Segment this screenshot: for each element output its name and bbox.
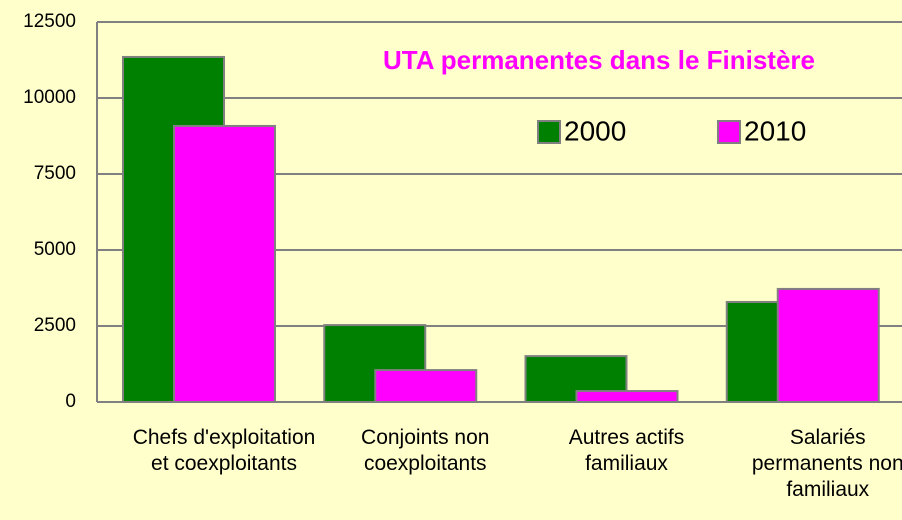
y-tick-label: 5000 bbox=[34, 239, 76, 260]
x-tick-label: Autres actifs familiaux bbox=[568, 426, 685, 475]
chart-title: UTA permanentes dans le Finistère bbox=[383, 45, 815, 75]
x-tick-label: Salariés permanents non familiaux bbox=[751, 426, 902, 501]
y-tick-label: 2500 bbox=[34, 315, 76, 336]
legend-swatch bbox=[717, 120, 741, 144]
legend-swatch bbox=[537, 120, 561, 144]
bar bbox=[575, 390, 679, 403]
legend-label: 2000 bbox=[564, 115, 626, 146]
y-tick-label: 0 bbox=[65, 391, 76, 412]
x-tick-label: Conjoints non coexploitants bbox=[361, 426, 490, 475]
bar bbox=[776, 287, 880, 403]
bar bbox=[374, 369, 478, 403]
y-tick-label: 10000 bbox=[23, 87, 76, 108]
y-tick-label: 7500 bbox=[34, 163, 76, 184]
x-tick-label: Chefs d'exploitation et coexploitants bbox=[132, 426, 316, 475]
y-tick-label: 12500 bbox=[23, 11, 76, 32]
legend-label: 2010 bbox=[744, 115, 806, 146]
bar bbox=[173, 124, 276, 404]
